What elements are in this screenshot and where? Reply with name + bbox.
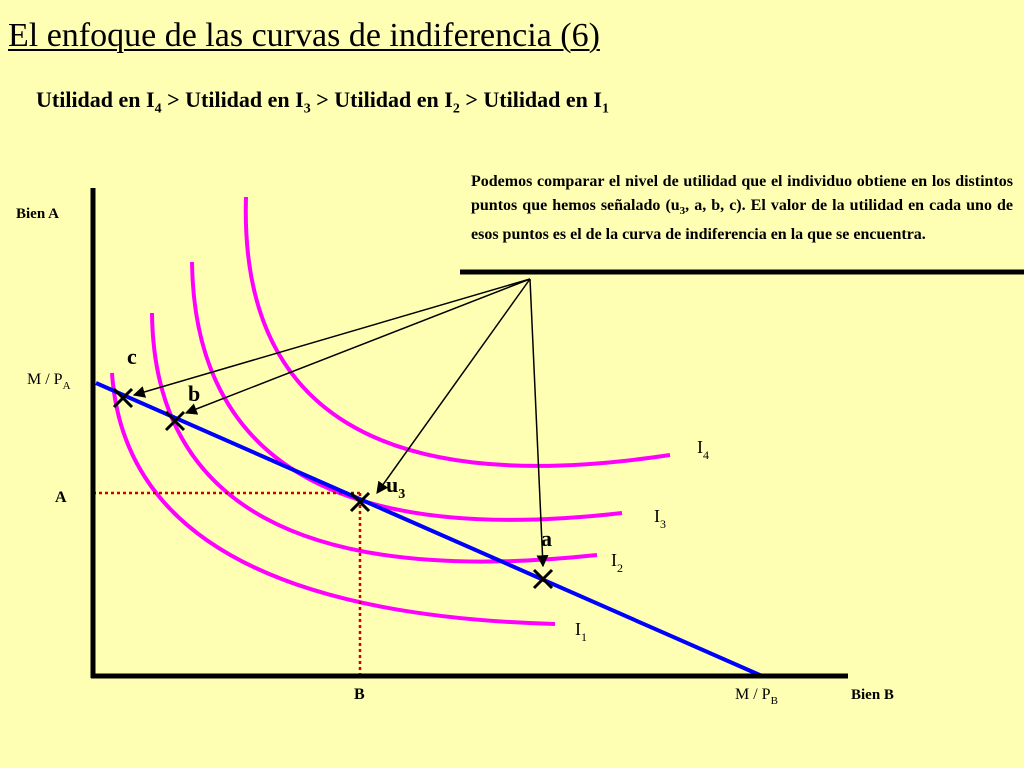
indifference-curve-i4 [243,196,671,468]
x-intercept-main: M / P [735,686,771,703]
point-label-main: b [188,381,200,406]
ranking-text: Utilidad en I [36,87,155,112]
x-intercept-subscript: B [771,695,778,707]
utility-ranking: Utilidad en I4 > Utilidad en I3 > Utilid… [36,86,609,123]
note-text: , a, b, c). El valor de la utilidad en c… [471,197,1013,244]
curve-label-main: I [611,550,617,570]
curve-label-main: I [575,619,581,639]
ranking-text: > Utilidad en I [161,87,304,112]
note-subscript: 3 [679,205,686,218]
curve-label-i4: I4 [697,437,709,462]
curve-label-i2: I2 [611,550,623,575]
x-intercept-label: M / PB [735,686,778,707]
y-intercept-subscript: A [63,380,71,392]
curve-label-subscript: 2 [617,561,623,575]
point-marker-u3 [349,491,371,513]
point-label-b: b [188,381,200,406]
y-level-label: A [55,489,67,506]
curve-label-i3: I3 [654,506,666,531]
ranking-subscript: 1 [601,101,609,117]
y-intercept-main: M / P [27,371,63,388]
pointer-arrow-to-c [132,278,531,398]
curve-label-main: I [697,437,703,457]
ranking-subscript: 4 [154,101,162,117]
point-label-main: u [386,472,398,497]
indifference-curve-i1 [110,372,556,626]
ranking-subscript: 2 [452,101,460,117]
point-label-main: a [541,526,552,551]
ranking-subscript: 3 [303,101,311,117]
curve-label-subscript: 3 [660,517,666,531]
point-label-main: c [127,344,137,369]
ranking-text: > Utilidad en I [459,87,602,112]
point-label-a: a [541,526,552,551]
note-text: Podemos comparar el nivel de utilidad qu… [471,173,1013,214]
point-label-u3: u3 [386,472,405,502]
curve-label-main: I [654,506,660,526]
point-marker-b [164,410,186,432]
ranking-text: > Utilidad en I [310,87,453,112]
slide-title: El enfoque de las curvas de indiferencia… [8,17,600,54]
curve-label-subscript: 1 [581,630,587,644]
budget-line [95,381,763,678]
pointer-arrow-to-u3 [376,278,531,494]
explanation-note: Podemos comparar el nivel de utilidad qu… [471,170,1013,247]
curve-label-i1: I1 [575,619,587,644]
point-marker-c [112,387,134,409]
indifference-curve-i2 [150,312,598,564]
x-axis-label: Bien B [851,687,894,703]
point-label-c: c [127,344,137,369]
y-intercept-label: M / PA [27,371,71,392]
point-marker-a [532,568,554,590]
y-axis-label: Bien A [16,206,59,222]
point-label-subscript: 3 [398,487,405,502]
pointer-arrow-to-b [184,278,531,415]
curve-label-subscript: 4 [703,448,709,462]
x-level-label: B [354,686,365,703]
pointer-arrow-to-a [529,278,549,568]
